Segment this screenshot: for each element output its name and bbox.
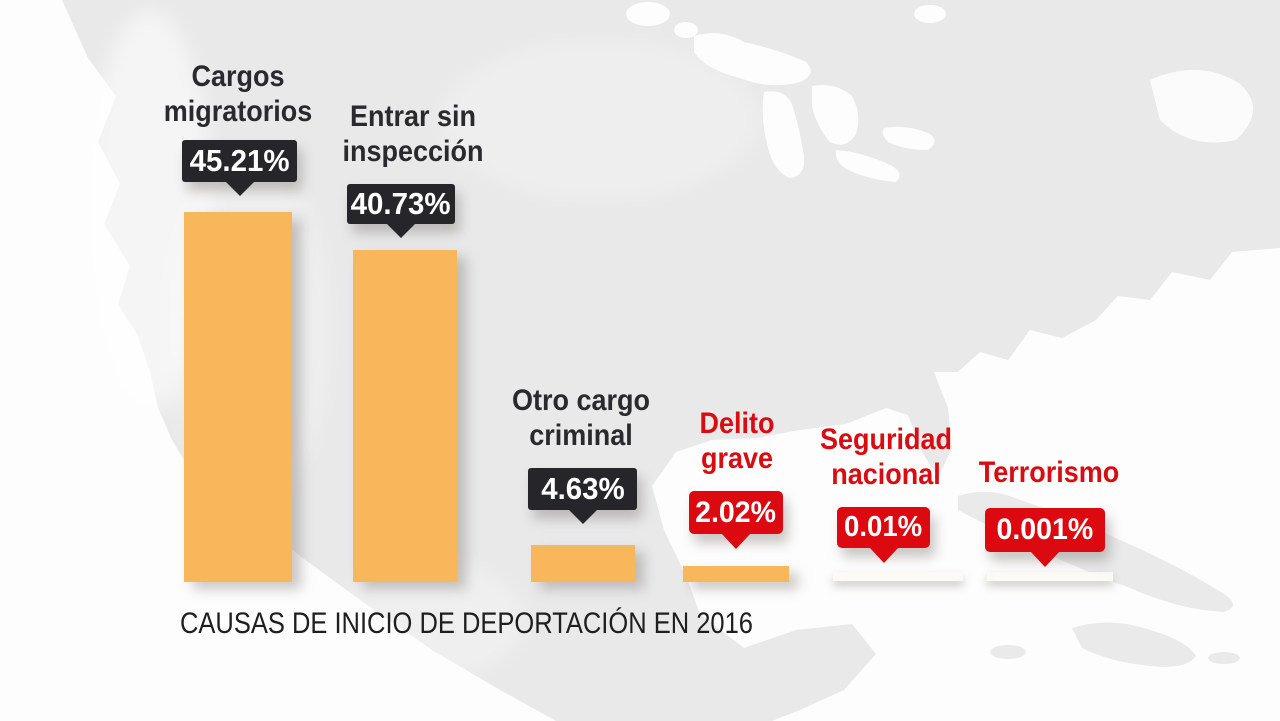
label-line: criminal bbox=[529, 419, 633, 452]
chart-title: CAUSAS DE INICIO DE DEPORTACIÓN EN 2016 bbox=[180, 607, 753, 640]
bar-otro-cargo-criminal bbox=[531, 545, 635, 582]
value-text: 40.73% bbox=[351, 186, 451, 221]
great-lakes bbox=[626, 2, 1254, 182]
label-line: Seguridad bbox=[819, 423, 953, 456]
bar-delito-grave bbox=[683, 566, 789, 582]
category-label-otro-cargo-criminal: Otro cargo criminal bbox=[473, 383, 689, 453]
value-callout-cargos-migratorios: 45.21% bbox=[182, 140, 297, 196]
callout-pointer bbox=[386, 223, 416, 238]
value-text: 4.63% bbox=[540, 471, 625, 506]
label-line: migratorios bbox=[163, 95, 313, 128]
label-line: Otro cargo bbox=[511, 384, 651, 417]
category-label-cargos-migratorios: Cargos migratorios bbox=[130, 59, 346, 129]
label-line: inspección bbox=[342, 135, 484, 168]
value-text: 0.001% bbox=[996, 513, 1094, 546]
callout-pointer bbox=[1030, 551, 1060, 567]
callout-pointer bbox=[868, 547, 899, 563]
value-callout-terrorismo: 0.001% bbox=[985, 508, 1105, 567]
label-line: Terrorismo bbox=[978, 456, 1120, 489]
hispaniola-island bbox=[1072, 622, 1196, 667]
label-line: grave bbox=[700, 442, 774, 475]
value-text: 2.02% bbox=[695, 495, 777, 529]
value-callout-otro-cargo-criminal: 4.63% bbox=[528, 468, 637, 524]
category-label-entrar-sin-inspeccion: Entrar sin inspección bbox=[305, 99, 521, 169]
callout-pointer bbox=[721, 533, 751, 549]
category-label-delito-grave: Delito grave bbox=[629, 406, 845, 476]
puerto-rico-island bbox=[1208, 652, 1240, 664]
label-line: Delito bbox=[699, 407, 775, 440]
bar-terrorismo bbox=[987, 572, 1113, 581]
bar-seguridad-nacional bbox=[833, 572, 963, 581]
category-label-terrorismo: Terrorismo bbox=[941, 455, 1157, 490]
label-line: nacional bbox=[831, 458, 941, 491]
jamaica-island bbox=[990, 645, 1026, 659]
value-callout-entrar-sin-inspeccion: 40.73% bbox=[347, 184, 455, 238]
value-callout-delito-grave: 2.02% bbox=[689, 491, 783, 549]
value-text: 45.21% bbox=[189, 143, 290, 178]
label-line: Entrar sin bbox=[349, 100, 477, 133]
label-line: Cargos bbox=[191, 60, 285, 93]
bar-entrar-sin-inspeccion bbox=[353, 250, 457, 582]
bar-cargos-migratorios bbox=[184, 212, 292, 582]
value-callout-seguridad-nacional: 0.01% bbox=[837, 507, 930, 563]
callout-pointer bbox=[567, 509, 598, 524]
value-text: 0.01% bbox=[844, 511, 923, 543]
callout-pointer bbox=[224, 181, 255, 196]
category-label-seguridad-nacional: Seguridad nacional bbox=[778, 422, 994, 492]
